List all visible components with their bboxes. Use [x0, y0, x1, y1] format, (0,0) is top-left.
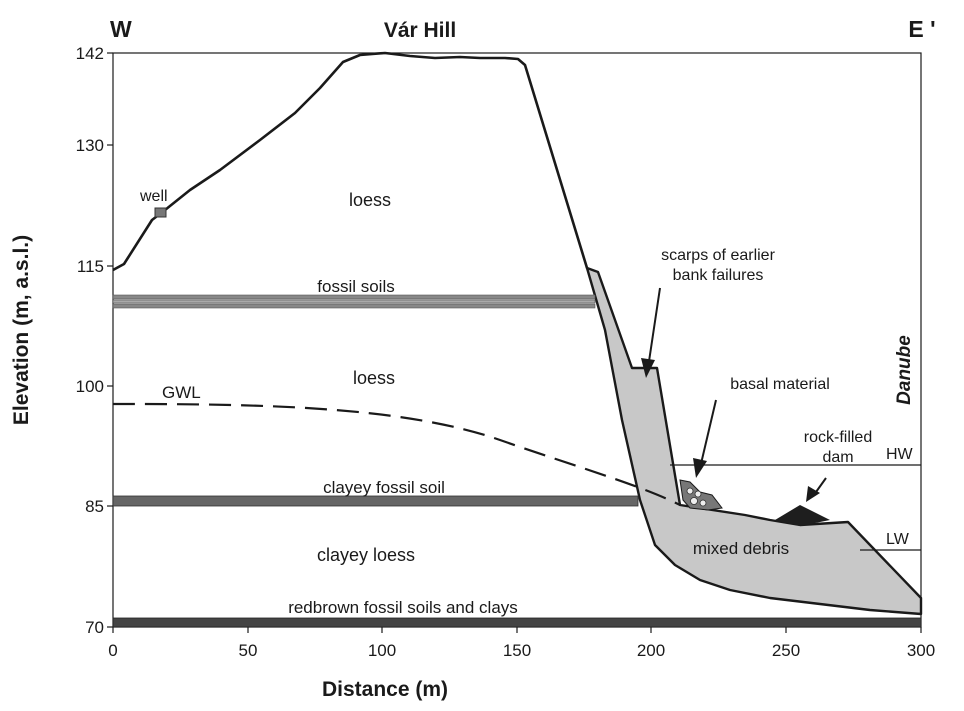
dam-label-line2: dam	[822, 449, 853, 466]
x-axis-ticks	[112, 627, 922, 633]
basal-clast	[690, 497, 698, 505]
loess-upper-label: loess	[349, 190, 391, 210]
mixed-debris-label: mixed debris	[693, 539, 789, 558]
basal-material-label: basal material	[730, 376, 830, 393]
y-tick-label: 85	[85, 497, 104, 516]
well-marker	[154, 207, 167, 218]
y-axis-ticks	[107, 52, 113, 628]
basal-clast	[694, 490, 702, 498]
rock-filled-dam	[775, 505, 830, 526]
clayey-fossil-soil-label: clayey fossil soil	[323, 478, 445, 497]
hill-name: Vár Hill	[384, 19, 456, 42]
x-tick-label: 200	[637, 641, 665, 660]
fossil-soils-band	[112, 294, 596, 309]
groundwater-level-line	[112, 402, 681, 506]
y-tick-label: 100	[76, 377, 104, 396]
y-tick-label: 115	[77, 257, 104, 276]
x-tick-label: 300	[907, 641, 935, 660]
ground-surface-profile	[112, 51, 589, 272]
clayey-fossil-soil-band	[112, 495, 639, 507]
clayey-loess-label: clayey loess	[317, 545, 415, 565]
x-tick-label: 250	[772, 641, 800, 660]
x-axis-title: Distance (m)	[322, 678, 448, 701]
scarps-label-line1: scarps of earlier	[661, 247, 775, 264]
x-tick-label: 100	[368, 641, 396, 660]
west-label: W	[110, 16, 132, 42]
x-tick-label: 150	[503, 641, 531, 660]
mixed-debris-body	[585, 266, 923, 616]
hw-label: HW	[886, 446, 914, 463]
loess-lower-label: loess	[353, 368, 395, 388]
east-label: E '	[908, 16, 935, 42]
y-tick-label: 70	[85, 618, 104, 637]
gwl-label: GWL	[162, 383, 201, 402]
dam-arrow	[806, 477, 827, 502]
fossil-soils-label: fossil soils	[317, 277, 394, 296]
river-label: Danube	[894, 335, 915, 405]
x-tick-label: 0	[108, 641, 117, 660]
basal-clast	[699, 499, 707, 507]
y-tick-label: 130	[76, 136, 104, 155]
dam-label-line1: rock-filled	[804, 429, 872, 446]
well-label: well	[139, 188, 168, 205]
y-axis-title: Elevation (m, a.s.l.)	[10, 235, 33, 425]
scarps-arrow	[641, 287, 661, 378]
scarps-label-line2: bank failures	[673, 267, 764, 284]
redbrown-fossil-soils-band	[112, 617, 922, 628]
basal-clast	[686, 487, 694, 495]
x-tick-label: 50	[239, 641, 258, 660]
redbrown-label: redbrown fossil soils and clays	[288, 598, 518, 617]
y-tick-label: 142	[76, 44, 104, 63]
basal-material-arrow	[693, 399, 717, 478]
lw-label: LW	[886, 531, 910, 548]
